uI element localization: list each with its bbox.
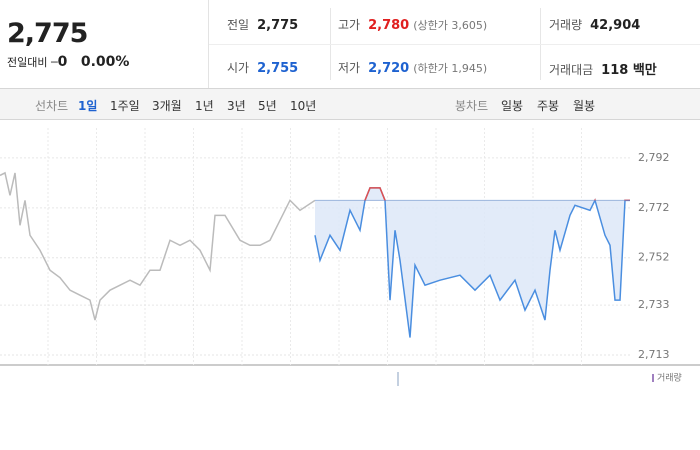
y-tick-label: 2,713 bbox=[638, 348, 670, 361]
stat: 고가 2,780 (상한가 3,605) bbox=[338, 16, 487, 33]
change-value: 0 bbox=[57, 54, 68, 70]
legend-swatch bbox=[652, 374, 654, 382]
tab-bar: 선차트 1일 1주일 3개월 1년 3년 5년 10년 봉차트 일봉 주봉 월봉 bbox=[0, 89, 700, 120]
y-tick-label: 2,772 bbox=[638, 201, 670, 214]
stat-value: 2,775 bbox=[257, 18, 299, 33]
stat-value: 118 백만 bbox=[601, 63, 657, 78]
tab[interactable]: 일봉 bbox=[501, 99, 524, 113]
stat: 저가 2,720 (하한가 1,945) bbox=[338, 59, 487, 76]
tab[interactable]: 10년 bbox=[290, 99, 317, 113]
stat-label: 전일 bbox=[227, 18, 250, 32]
tab[interactable]: 월봉 bbox=[573, 99, 596, 113]
tab[interactable]: 주봉 bbox=[537, 99, 560, 113]
quote-header: 2,775 전일대비 ━0 0.00% 전일 2,775 고가 2,780 (상한가 … bbox=[0, 0, 700, 89]
stat: 거래량 42,904 bbox=[549, 16, 640, 33]
area bbox=[315, 187, 630, 338]
tab[interactable]: 5년 bbox=[258, 99, 277, 113]
change-label: 전일대비 bbox=[7, 56, 48, 69]
stat-label: 거래량 bbox=[549, 18, 583, 32]
stat: 시가 2,755 bbox=[227, 59, 298, 76]
change: 전일대비 ━0 0.00% bbox=[7, 54, 130, 70]
tab-label: 선차트 bbox=[35, 99, 69, 113]
tab[interactable]: 3년 bbox=[227, 99, 246, 113]
stat-value: 2,720 bbox=[368, 61, 410, 76]
change-rate: 0.00% bbox=[80, 54, 130, 70]
stat-label: 시가 bbox=[227, 61, 250, 75]
stat-label: 저가 bbox=[338, 61, 361, 75]
y-tick-label: 2,733 bbox=[638, 298, 670, 311]
tab[interactable]: 1주일 bbox=[110, 99, 140, 113]
price-line-up bbox=[364, 187, 630, 201]
price: 2,775 bbox=[7, 18, 88, 49]
tab-label: 봉차트 bbox=[455, 99, 489, 113]
stat-value: 2,780 bbox=[368, 18, 410, 33]
stat-value: 2,755 bbox=[257, 61, 299, 76]
price-line bbox=[0, 171, 316, 321]
tab[interactable]: 3개월 bbox=[152, 99, 182, 113]
stat-note: (상한가 3,605) bbox=[413, 19, 488, 32]
tab[interactable]: 1년 bbox=[195, 99, 214, 113]
stat: 전일 2,775 bbox=[227, 16, 298, 33]
y-tick-label: 2,752 bbox=[638, 251, 670, 264]
stat: 거래대금 118 백만 bbox=[549, 59, 657, 78]
tab[interactable]: 1일 bbox=[78, 99, 98, 113]
volume-label: 거래량 bbox=[657, 372, 682, 384]
stat-label: 고가 bbox=[338, 18, 361, 32]
stat-note: (하한가 1,945) bbox=[413, 62, 488, 75]
stat-label: 거래대금 bbox=[549, 63, 594, 77]
y-tick-label: 2,792 bbox=[638, 151, 670, 164]
price-box: 2,775 전일대비 ━0 0.00% bbox=[0, 0, 209, 88]
stat-value: 42,904 bbox=[590, 18, 641, 33]
